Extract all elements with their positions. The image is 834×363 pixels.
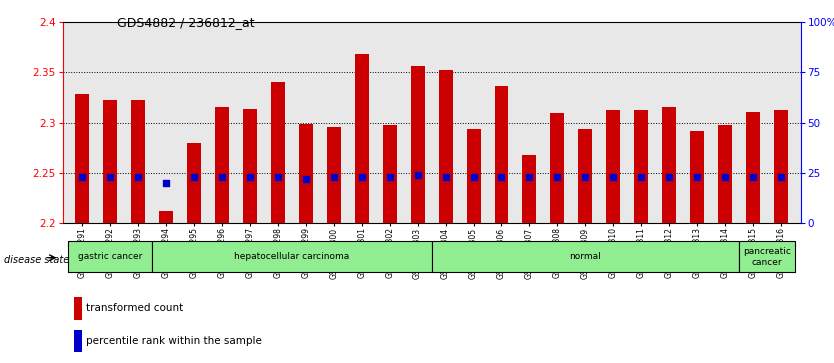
Bar [73, 297, 83, 320]
Bar [718, 125, 732, 223]
Point [159, 180, 173, 186]
Bar [131, 100, 145, 223]
Bar [187, 143, 201, 223]
Point [523, 174, 536, 180]
Bar [495, 86, 509, 223]
Text: GDS4882 / 236812_at: GDS4882 / 236812_at [117, 16, 254, 29]
Point [746, 174, 760, 180]
Point [215, 174, 229, 180]
Point [103, 174, 117, 180]
Bar [354, 54, 369, 223]
Point [718, 174, 731, 180]
Bar [299, 123, 313, 223]
Bar [691, 131, 704, 223]
Text: percentile rank within the sample: percentile rank within the sample [86, 336, 262, 346]
Point [495, 174, 508, 180]
Point [550, 174, 564, 180]
Point [132, 174, 145, 180]
Point [775, 174, 788, 180]
Point [244, 174, 257, 180]
Point [411, 172, 425, 178]
Bar [522, 155, 536, 223]
Text: gastric cancer: gastric cancer [78, 252, 143, 261]
Text: normal: normal [570, 252, 601, 261]
Point [299, 176, 313, 182]
Bar [73, 330, 83, 352]
Bar [432, 241, 739, 272]
Point [188, 174, 201, 180]
Text: disease state: disease state [4, 254, 69, 265]
Point [635, 174, 648, 180]
Bar [662, 107, 676, 223]
Bar [635, 110, 648, 223]
Point [327, 174, 340, 180]
Bar [243, 109, 257, 223]
Bar [578, 129, 592, 223]
Point [467, 174, 480, 180]
Bar [550, 114, 565, 223]
Point [579, 174, 592, 180]
Text: hepatocellular carcinoma: hepatocellular carcinoma [234, 252, 349, 261]
Bar [159, 211, 173, 223]
Bar [75, 94, 89, 223]
Bar [271, 82, 285, 223]
Point [383, 174, 396, 180]
Bar [410, 66, 425, 223]
Point [355, 174, 369, 180]
Bar [383, 125, 397, 223]
Text: pancreatic
cancer: pancreatic cancer [743, 247, 791, 266]
Point [691, 174, 704, 180]
Bar [606, 110, 620, 223]
Point [271, 174, 284, 180]
Bar [746, 113, 760, 223]
Bar [152, 241, 432, 272]
Bar [327, 127, 341, 223]
Point [75, 174, 88, 180]
Text: transformed count: transformed count [86, 303, 183, 313]
Bar [774, 110, 788, 223]
Point [606, 174, 620, 180]
Bar [103, 100, 117, 223]
Bar [215, 107, 229, 223]
Bar [739, 241, 795, 272]
Bar [439, 70, 453, 223]
Point [662, 174, 676, 180]
Bar [466, 129, 480, 223]
Bar [68, 241, 152, 272]
Point [439, 174, 452, 180]
